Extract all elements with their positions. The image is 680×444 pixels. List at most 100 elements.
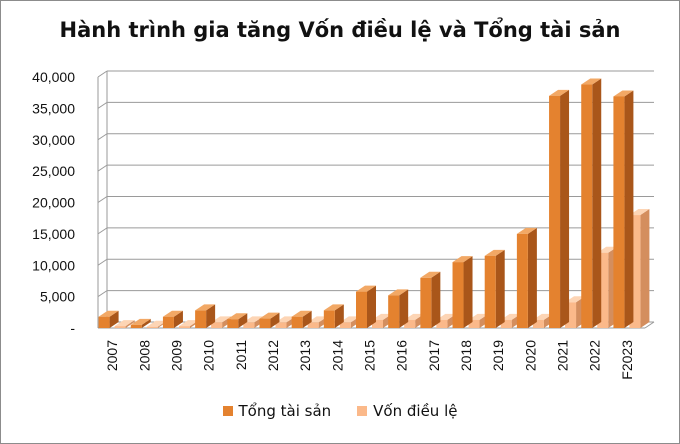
bar-charter-capital-top xyxy=(404,313,425,320)
bar-total-assets xyxy=(195,310,207,328)
x-tick-label: 2014 xyxy=(329,340,345,371)
bar-charter-capital xyxy=(178,326,190,328)
gridline-depth xyxy=(97,133,108,141)
bar-total-assets xyxy=(452,262,464,328)
gridline-depth xyxy=(97,290,108,298)
x-tick-label: 2013 xyxy=(297,340,313,371)
y-tick-label: 30,000 xyxy=(32,132,75,148)
bar-charter-capital-top xyxy=(211,316,232,323)
bar-charter-capital xyxy=(565,302,577,328)
bar-total-assets-side xyxy=(431,271,441,328)
x-tick-label: 2021 xyxy=(555,340,571,371)
x-tick-label: 2012 xyxy=(265,340,281,371)
bar-charter-capital-top xyxy=(114,320,135,327)
bar-total-assets xyxy=(581,84,593,328)
legend-item-total-assets: Tổng tài sản xyxy=(222,402,332,420)
gridline-depth xyxy=(97,196,108,203)
bar-total-assets-top xyxy=(98,310,119,317)
bar-total-assets-top xyxy=(227,313,248,320)
bar-total-assets-side xyxy=(463,256,473,328)
bar-total-assets xyxy=(259,318,271,328)
x-tick-label: 2008 xyxy=(136,340,152,371)
gridline-depth xyxy=(97,258,108,266)
bar-total-assets xyxy=(516,233,528,328)
bar-charter-capital-top xyxy=(436,313,457,320)
bar-charter-capital-top xyxy=(307,316,328,323)
bar-total-assets xyxy=(420,277,432,328)
bar-total-assets-top xyxy=(291,310,312,317)
bar-charter-capital-side xyxy=(640,209,650,328)
y-tick-label: - xyxy=(70,320,75,336)
gridline-depth xyxy=(97,227,108,235)
x-tick-label: 2009 xyxy=(168,340,184,371)
bar-total-assets xyxy=(291,316,303,328)
bar-total-assets-top xyxy=(420,271,441,278)
bar-total-assets-top xyxy=(130,318,151,325)
bar-total-assets-top xyxy=(356,285,376,292)
bar-charter-capital xyxy=(339,322,351,328)
bar-charter-capital-top xyxy=(468,313,489,320)
bar-total-assets-top xyxy=(452,256,473,263)
bar-total-assets-side xyxy=(141,318,151,328)
x-tick-label: F2023 xyxy=(619,340,635,380)
bar-total-assets-top xyxy=(484,249,505,256)
bar-charter-capital-top xyxy=(339,316,360,323)
bar-total-assets-top xyxy=(549,89,570,96)
bar-total-assets xyxy=(323,310,335,328)
bar-total-assets-top xyxy=(613,90,634,97)
x-tick-label: 2019 xyxy=(490,340,506,371)
bar-charter-capital xyxy=(597,252,609,328)
y-tick-label: 5,000 xyxy=(40,289,75,305)
bar-total-assets-top xyxy=(162,310,183,317)
x-tick-label: 2022 xyxy=(587,340,603,371)
bar-total-assets xyxy=(356,291,367,328)
bar-total-assets xyxy=(613,96,625,328)
bar-total-assets-side xyxy=(238,313,248,328)
y-tick-label: 10,000 xyxy=(32,257,75,273)
y-tick-label: 25,000 xyxy=(32,163,75,179)
x-tick-label: 2016 xyxy=(394,340,410,371)
bar-charter-capital-top xyxy=(243,316,264,323)
y-tick-label: 20,000 xyxy=(32,195,75,211)
x-tick-label: 2007 xyxy=(104,340,120,371)
bar-charter-capital-side xyxy=(125,320,135,328)
bar-total-assets-side xyxy=(334,304,344,328)
bar-total-assets xyxy=(227,319,239,328)
bar-charter-capital-top xyxy=(532,313,553,320)
x-tick-label: 2015 xyxy=(362,340,378,371)
bar-total-assets-top xyxy=(388,289,409,296)
legend-swatch-total-assets xyxy=(222,406,233,416)
bar-charter-capital xyxy=(114,326,126,328)
bar-total-assets-top xyxy=(516,227,537,234)
x-tick-label: 2010 xyxy=(201,340,217,371)
bar-charter-capital-top xyxy=(597,246,618,253)
bar-total-assets-side xyxy=(109,310,119,328)
legend-item-charter-capital: Vốn điều lệ xyxy=(357,402,457,420)
bar-charter-capital-top xyxy=(629,209,650,216)
legend: Tổng tài sản Vốn điều lệ xyxy=(0,402,680,420)
bar-total-assets xyxy=(162,316,174,328)
bar-charter-capital xyxy=(211,322,223,328)
y-tick-label: 15,000 xyxy=(32,226,75,242)
bar-charter-capital xyxy=(532,319,544,328)
legend-label-charter-capital: Vốn điều lệ xyxy=(373,402,458,420)
bar-charter-capital-top xyxy=(565,296,586,303)
x-tick-label: 2018 xyxy=(458,340,474,371)
bar-total-assets-side xyxy=(367,285,376,328)
x-tick-label: 2017 xyxy=(426,340,442,371)
chart-title: Hành trình gia tăng Vốn điều lệ và Tổng … xyxy=(59,18,621,42)
bar-total-assets xyxy=(130,324,142,328)
bar-charter-capital-top xyxy=(275,316,296,323)
bar-total-assets-top xyxy=(259,312,280,319)
bar-total-assets xyxy=(484,255,496,328)
legend-label-total-assets: Tổng tài sản xyxy=(238,402,332,420)
bar-charter-capital xyxy=(629,215,641,328)
bar-total-assets-side xyxy=(270,312,280,328)
bar-charter-capital xyxy=(500,319,512,328)
bar-total-assets xyxy=(98,316,110,328)
bar-total-assets-side xyxy=(495,249,505,328)
x-tick-label: 2020 xyxy=(522,340,538,371)
bar-total-assets-side xyxy=(592,78,602,328)
x-axis-depth xyxy=(644,321,655,329)
bar-total-assets-side xyxy=(302,310,312,328)
